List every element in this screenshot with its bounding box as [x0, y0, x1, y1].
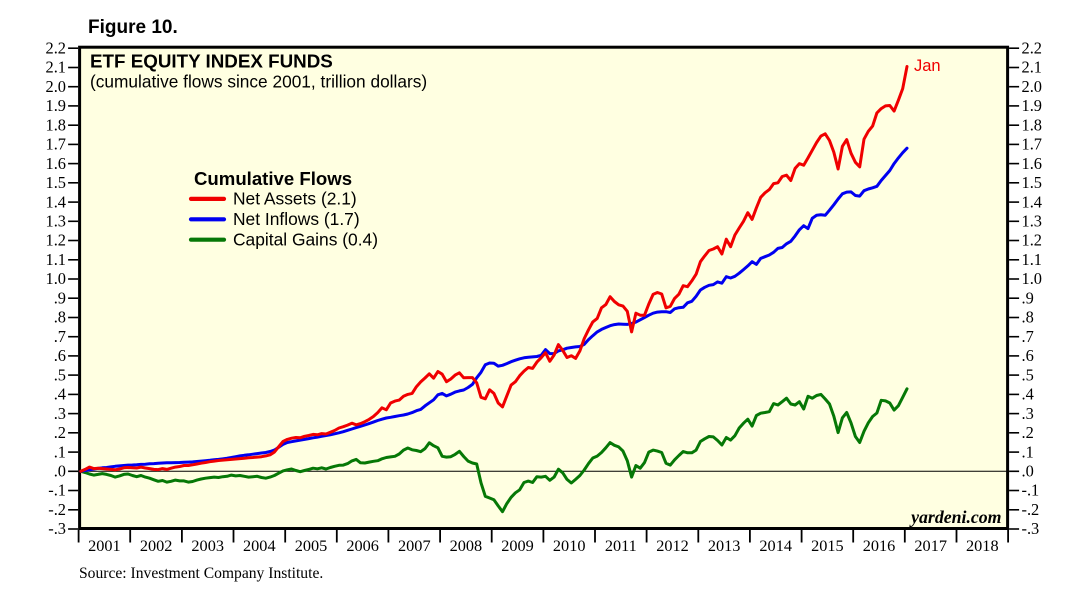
svg-text:2.1: 2.1	[1022, 58, 1043, 77]
svg-text:1.6: 1.6	[46, 154, 67, 173]
svg-text:Capital Gains (0.4): Capital Gains (0.4)	[233, 229, 378, 249]
svg-text:2013: 2013	[708, 536, 741, 555]
svg-text:1.9: 1.9	[46, 96, 67, 115]
svg-text:2002: 2002	[140, 536, 173, 555]
svg-text:.3: .3	[1022, 404, 1034, 423]
svg-text:2.0: 2.0	[46, 77, 67, 96]
svg-text:2003: 2003	[191, 536, 224, 555]
svg-text:2009: 2009	[501, 536, 534, 555]
svg-text:.2: .2	[54, 423, 66, 442]
svg-text:2.1: 2.1	[46, 58, 67, 77]
svg-text:1.4: 1.4	[1022, 192, 1043, 211]
svg-text:.0: .0	[54, 462, 66, 481]
svg-text:2018: 2018	[966, 536, 999, 555]
svg-text:.7: .7	[1022, 327, 1034, 346]
svg-text:.1: .1	[1022, 442, 1034, 461]
svg-text:-.1: -.1	[1022, 481, 1040, 500]
svg-text:yardeni.com: yardeni.com	[909, 507, 1001, 527]
svg-text:ETF EQUITY INDEX FUNDS: ETF EQUITY INDEX FUNDS	[90, 51, 333, 72]
svg-text:1.5: 1.5	[1022, 173, 1043, 192]
svg-text:.1: .1	[54, 442, 66, 461]
svg-text:2004: 2004	[243, 536, 276, 555]
svg-text:.0: .0	[1022, 462, 1034, 481]
svg-text:2006: 2006	[346, 536, 379, 555]
svg-text:-.3: -.3	[48, 519, 66, 538]
svg-text:1.0: 1.0	[1022, 269, 1043, 288]
svg-text:2.2: 2.2	[1022, 38, 1043, 57]
svg-text:1.1: 1.1	[46, 250, 67, 269]
svg-text:.2: .2	[1022, 423, 1034, 442]
svg-text:2012: 2012	[656, 536, 689, 555]
svg-text:2.0: 2.0	[1022, 77, 1043, 96]
svg-text:.7: .7	[54, 327, 66, 346]
svg-text:1.8: 1.8	[1022, 115, 1043, 134]
svg-text:-.2: -.2	[1022, 500, 1040, 519]
svg-text:.5: .5	[1022, 365, 1034, 384]
svg-text:2017: 2017	[914, 536, 947, 555]
svg-text:.4: .4	[54, 385, 66, 404]
svg-text:.6: .6	[1022, 346, 1034, 365]
svg-text:2001: 2001	[88, 536, 121, 555]
svg-text:2005: 2005	[295, 536, 328, 555]
svg-text:1.5: 1.5	[46, 173, 67, 192]
svg-text:2007: 2007	[398, 536, 431, 555]
svg-text:.8: .8	[54, 308, 66, 327]
svg-text:1.8: 1.8	[46, 115, 67, 134]
svg-text:.9: .9	[1022, 288, 1034, 307]
svg-text:1.3: 1.3	[1022, 212, 1043, 231]
svg-text:2008: 2008	[450, 536, 483, 555]
svg-text:.4: .4	[1022, 385, 1034, 404]
svg-text:Jan: Jan	[914, 57, 941, 75]
svg-text:Net Inflows (1.7): Net Inflows (1.7)	[233, 209, 360, 229]
svg-text:2016: 2016	[863, 536, 896, 555]
svg-text:1.2: 1.2	[1022, 231, 1043, 250]
svg-text:2011: 2011	[605, 536, 637, 555]
svg-text:2015: 2015	[811, 536, 844, 555]
svg-text:-.1: -.1	[48, 481, 66, 500]
svg-text:1.3: 1.3	[46, 212, 67, 231]
svg-text:(cumulative flows since 2001,: (cumulative flows since 2001, trillion d…	[90, 72, 427, 92]
svg-text:1.4: 1.4	[46, 192, 67, 211]
svg-text:Net Assets (2.1): Net Assets (2.1)	[233, 189, 357, 209]
svg-text:2.2: 2.2	[46, 38, 67, 57]
svg-text:2010: 2010	[553, 536, 586, 555]
svg-text:1.7: 1.7	[46, 135, 67, 154]
svg-text:.3: .3	[54, 404, 66, 423]
svg-text:1.1: 1.1	[1022, 250, 1043, 269]
svg-text:-.2: -.2	[48, 500, 66, 519]
svg-text:.9: .9	[54, 288, 66, 307]
svg-text:2014: 2014	[759, 536, 792, 555]
svg-text:1.0: 1.0	[46, 269, 67, 288]
svg-text:.5: .5	[54, 365, 66, 384]
svg-text:.6: .6	[54, 346, 66, 365]
svg-text:-.3: -.3	[1022, 519, 1040, 538]
svg-text:1.7: 1.7	[1022, 135, 1043, 154]
svg-text:.8: .8	[1022, 308, 1034, 327]
svg-text:1.2: 1.2	[46, 231, 67, 250]
svg-text:Cumulative Flows: Cumulative Flows	[194, 168, 352, 189]
svg-text:1.6: 1.6	[1022, 154, 1043, 173]
svg-text:1.9: 1.9	[1022, 96, 1043, 115]
